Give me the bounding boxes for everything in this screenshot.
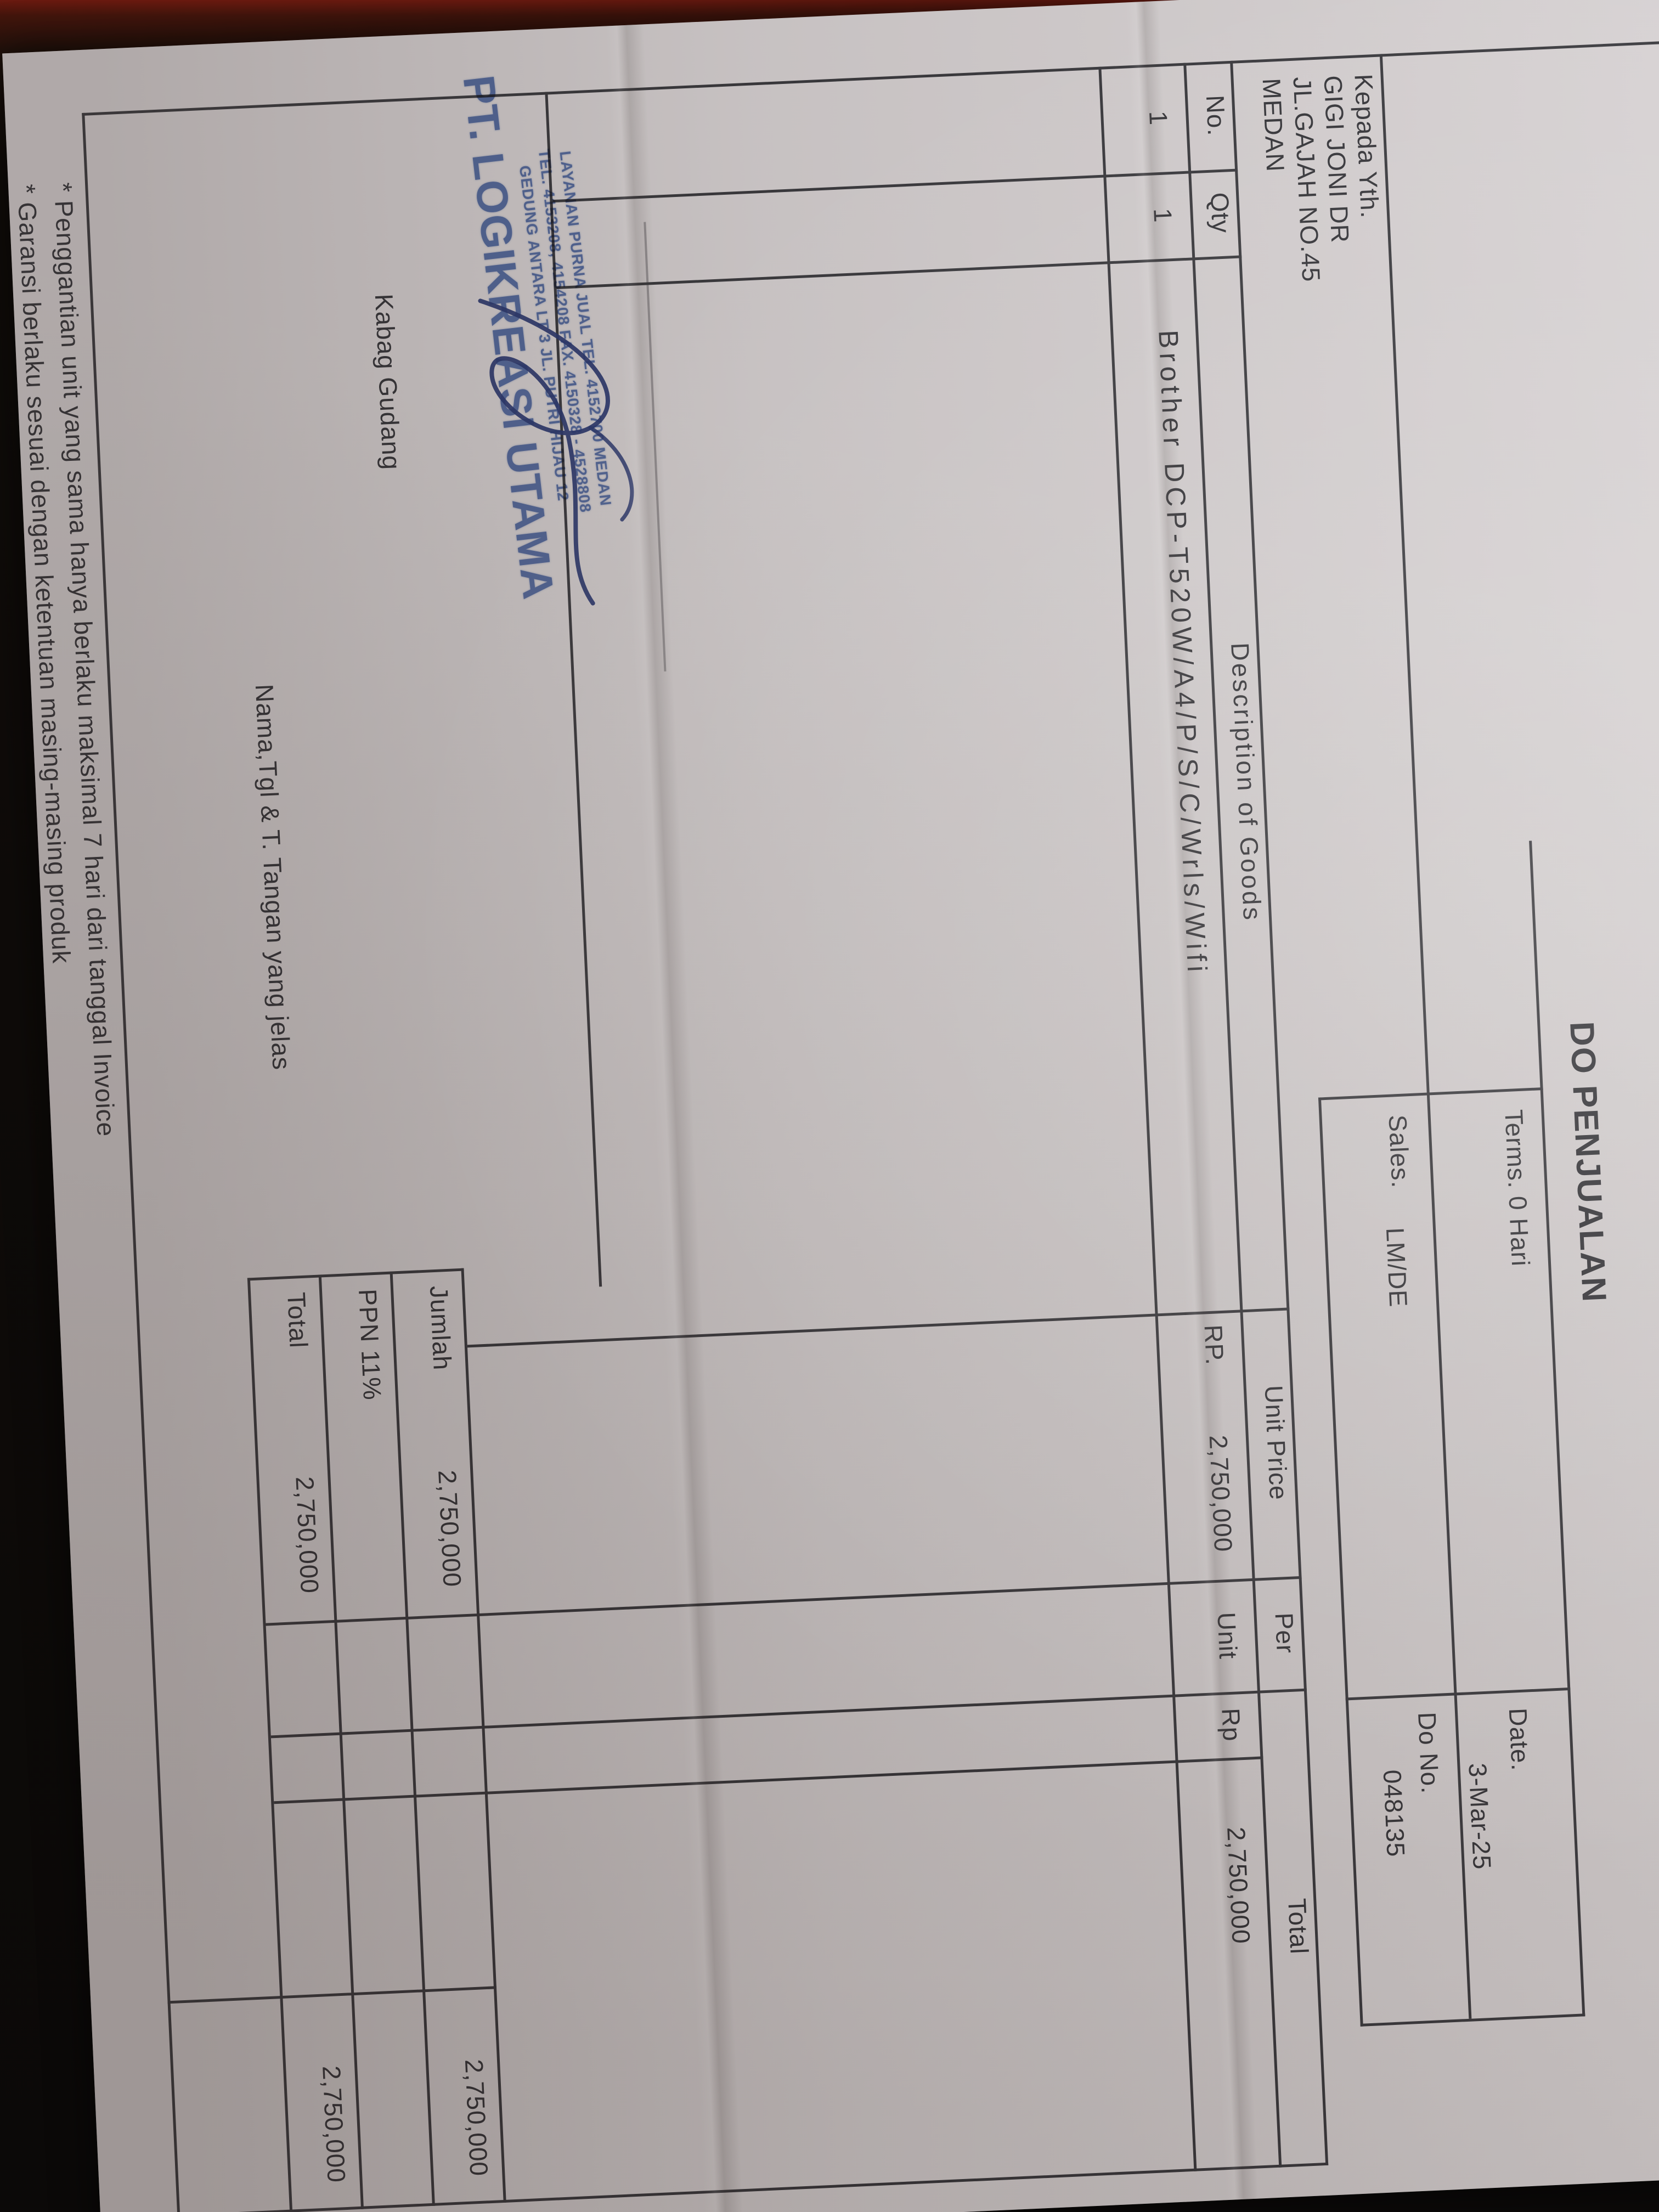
- line-col-no-qty: [552, 168, 1238, 203]
- line-col-per-rp: [270, 1688, 1307, 1739]
- line-totals-row1: [390, 1271, 435, 2206]
- signature-right-label: Nama,Tgl & T. Tangan yang jelas: [250, 683, 296, 1071]
- totals-total-total-value: 2,750,000: [317, 2065, 351, 2183]
- signature-left-label: Kabag Gudang: [369, 293, 407, 471]
- page-title: DO PENJUALAN: [1562, 1020, 1613, 1304]
- recipient-label: Kepada Yth.: [1349, 73, 1385, 219]
- item-description: Brother DCP-T520W/A4/P/S/C/Wrls/Wifi: [1153, 329, 1213, 977]
- recipient-name: GIGI JONI DR: [1318, 75, 1355, 244]
- item-no: 1: [1144, 110, 1173, 126]
- line-col-qty-desc: [556, 255, 1242, 290]
- line-form-bottom: [82, 112, 180, 2212]
- line-col-rp-total: [274, 1756, 1263, 1804]
- sales-value: LM/DE: [1380, 1227, 1413, 1308]
- item-currency-prefix: RP.: [1199, 1324, 1229, 1366]
- line-col-unitprice-per: [266, 1576, 1302, 1626]
- terms-value: Terms. 0 Hari: [1499, 1109, 1536, 1267]
- col-header-qty: Qty: [1205, 191, 1236, 234]
- totals-ppn-label: PPN 11%: [353, 1288, 387, 1401]
- line-col-desc-unitprice: [467, 1307, 1290, 1348]
- recipient-city: MEDAN: [1257, 77, 1290, 173]
- line-totals-bottom: [247, 1278, 293, 2212]
- item-per: Unit: [1212, 1611, 1243, 1660]
- date-label: Date.: [1503, 1707, 1535, 1772]
- do-no-value: 048135: [1378, 1769, 1410, 1858]
- item-unit-price: 2,750,000: [1204, 1434, 1238, 1553]
- do-no-label: Do No.: [1412, 1711, 1445, 1795]
- item-total: 2,750,000: [1222, 1826, 1256, 1945]
- col-header-no: No.: [1200, 94, 1232, 137]
- totals-jumlah-label: Jumlah: [424, 1285, 457, 1371]
- totals-jumlah-total-value: 2,750,000: [459, 2058, 494, 2177]
- item-total-currency: Rp: [1216, 1707, 1246, 1742]
- totals-jumlah-unit-value: 2,750,000: [433, 1469, 467, 1588]
- totals-total-label: Total: [282, 1291, 313, 1349]
- col-header-per: Per: [1269, 1612, 1300, 1655]
- date-value: 3-Mar-25: [1463, 1762, 1497, 1871]
- item-qty: 1: [1148, 207, 1178, 224]
- line-terms-bottom: [1318, 1097, 1363, 2027]
- totals-total-unit-value: 2,750,000: [290, 1476, 325, 1595]
- line-terms-mid: [1345, 1687, 1571, 1701]
- handwritten-signature: [478, 298, 634, 606]
- sales-label: Sales.: [1383, 1114, 1415, 1189]
- line-terms-right: [1360, 2013, 1585, 2027]
- line-form-left: [82, 41, 1659, 116]
- line-terms-left: [1318, 1087, 1543, 1101]
- line-totals-left: [247, 1268, 464, 1281]
